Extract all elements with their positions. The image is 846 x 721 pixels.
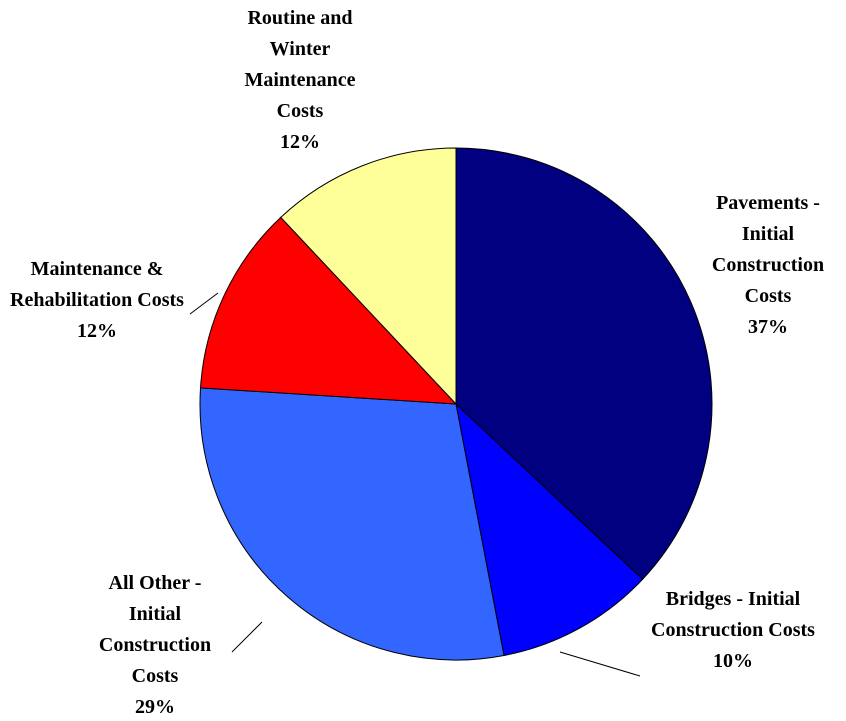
value-label: 10% — [713, 650, 753, 672]
value-label: 12% — [280, 131, 320, 153]
category-label: Pavements - Initial Construction Costs — [711, 192, 825, 307]
category-label: Bridges - Initial Construction Costs — [651, 588, 815, 641]
pie-slice — [455, 147, 713, 580]
value-label: 29% — [135, 696, 175, 718]
slice-label: Pavements - Initial Construction Costs 37… — [703, 188, 833, 343]
pie-slice — [199, 216, 458, 405]
pie-slice — [199, 387, 505, 661]
pie-slice — [455, 402, 644, 657]
leader-line — [189, 292, 219, 315]
slice-label: Routine and Winter Maintenance Costs 12% — [230, 3, 370, 158]
slice-label: All Other - Initial Construction Costs 29… — [85, 568, 225, 721]
value-label: 37% — [748, 316, 788, 338]
slice-label: Maintenance & Rehabilitation Costs 12% — [7, 254, 187, 347]
leader-line — [231, 621, 263, 653]
category-label: Maintenance & Rehabilitation Costs — [10, 258, 184, 311]
category-label: Routine and Winter Maintenance Costs — [244, 7, 356, 122]
leader-line — [559, 651, 641, 677]
slice-label: Bridges - Initial Construction Costs 10% — [643, 584, 823, 677]
pie-slice — [280, 147, 457, 406]
category-label: All Other - Initial Construction Costs — [98, 572, 212, 687]
value-label: 12% — [77, 320, 117, 342]
